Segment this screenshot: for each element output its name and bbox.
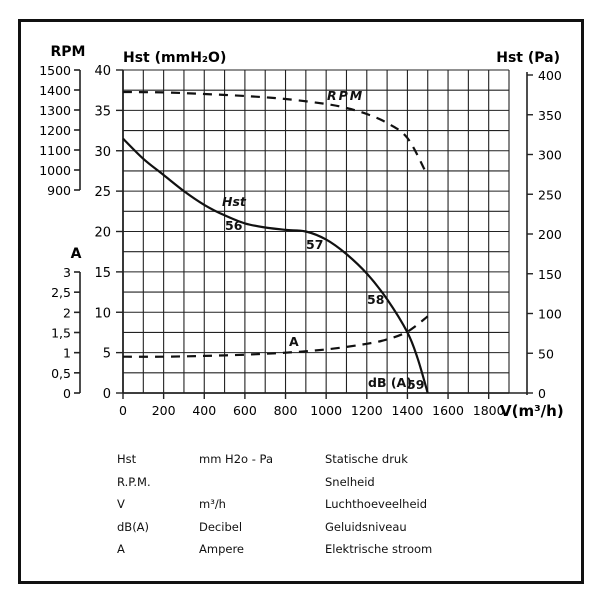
rpm-tick-label: 900 <box>47 183 71 198</box>
right-tick-label: 0 <box>538 386 546 401</box>
amp-tick-label: 0 <box>63 386 71 401</box>
legend-description: Statische druk <box>325 452 408 466</box>
db-56-label: 56 <box>225 218 243 233</box>
legend-symbol: R.P.M. <box>117 474 151 489</box>
legend-symbol: V <box>117 497 125 512</box>
x-tick-label: 1400 <box>392 403 424 418</box>
amp-curve-label: A <box>289 334 299 349</box>
legend-description: Luchthoeveelheid <box>325 497 428 512</box>
rpm-axis-title: RPM <box>51 44 86 60</box>
y-tick-label: 25 <box>94 185 111 200</box>
right-tick-label: 400 <box>538 68 562 83</box>
x-tick-label: 0 <box>119 403 127 418</box>
amp-tick-label: 2 <box>63 305 71 320</box>
series-rpm-curve <box>122 90 427 173</box>
db-57-label: 57 <box>306 237 323 252</box>
amp-tick-label: 2,5 <box>51 285 71 300</box>
series-a-curve <box>122 315 429 358</box>
rpm-tick-label: 1400 <box>39 83 71 98</box>
legend-symbol: A <box>117 542 125 557</box>
y-tick-label: 10 <box>94 306 111 321</box>
x-tick-label: 600 <box>233 403 257 418</box>
x-tick-label: 1200 <box>351 403 383 418</box>
hst-mm-axis-title: Hst (mmH₂O) <box>123 50 226 66</box>
legend-description: Snelheid <box>325 474 375 489</box>
x-axis-title: V(m³/h) <box>500 402 564 420</box>
legend-description: Geluidsniveau <box>325 519 407 534</box>
y-tick-label: 5 <box>103 347 111 362</box>
right-tick-label: 350 <box>538 108 562 123</box>
hst-curve-label: Hst <box>222 194 247 209</box>
y-tick-label: 40 <box>94 64 111 79</box>
amp-axis-title: A <box>71 246 82 262</box>
amp-tick-label: 0,5 <box>51 366 71 381</box>
right-tick-label: 50 <box>538 346 554 361</box>
legend-unit: Ampere <box>199 542 244 557</box>
rpm-tick-label: 1500 <box>39 63 71 78</box>
rpm-curve-label: RPM <box>327 88 364 103</box>
legend-unit: Decibel <box>199 519 243 534</box>
x-tick-label: 800 <box>274 403 298 418</box>
x-tick-label: 400 <box>192 403 216 418</box>
right-tick-label: 200 <box>538 227 562 242</box>
db-a-label: dB (A) <box>368 375 412 390</box>
x-tick-label: 1600 <box>432 403 464 418</box>
rpm-tick-label: 1300 <box>39 103 71 118</box>
right-tick-label: 250 <box>538 187 562 202</box>
hst-pa-axis-title: Hst (Pa) <box>496 50 560 66</box>
legend-unit: m³/h <box>199 497 226 512</box>
db-58-label: 58 <box>367 292 384 307</box>
legend-description: Elektrische stroom <box>325 542 433 557</box>
amp-tick-label: 1,5 <box>51 326 71 341</box>
outer-frame <box>18 19 584 584</box>
series-hst-curve <box>122 137 429 394</box>
x-tick-label: 1800 <box>473 403 505 418</box>
y-tick-label: 0 <box>103 387 111 402</box>
x-tick-label: 200 <box>152 403 176 418</box>
y-tick-label: 30 <box>94 145 111 160</box>
rpm-tick-label: 1200 <box>39 123 71 138</box>
legend-symbol: Hst <box>117 452 137 466</box>
y-tick-label: 20 <box>94 226 111 241</box>
right-tick-label: 300 <box>538 148 562 163</box>
y-tick-label: 15 <box>94 266 111 281</box>
x-tick-label: 1000 <box>310 403 342 418</box>
y-tick-label: 35 <box>94 104 111 119</box>
right-tick-label: 150 <box>538 267 562 282</box>
amp-tick-label: 1 <box>63 346 71 361</box>
legend-symbol: dB(A) <box>117 519 150 534</box>
rpm-tick-label: 1100 <box>39 143 71 158</box>
amp-tick-label: 3 <box>63 265 71 280</box>
legend-unit: mm H2o - Pa <box>199 452 273 466</box>
rpm-tick-label: 1000 <box>39 163 71 178</box>
right-tick-label: 100 <box>538 307 562 322</box>
db-59-label: 59 <box>407 377 424 392</box>
